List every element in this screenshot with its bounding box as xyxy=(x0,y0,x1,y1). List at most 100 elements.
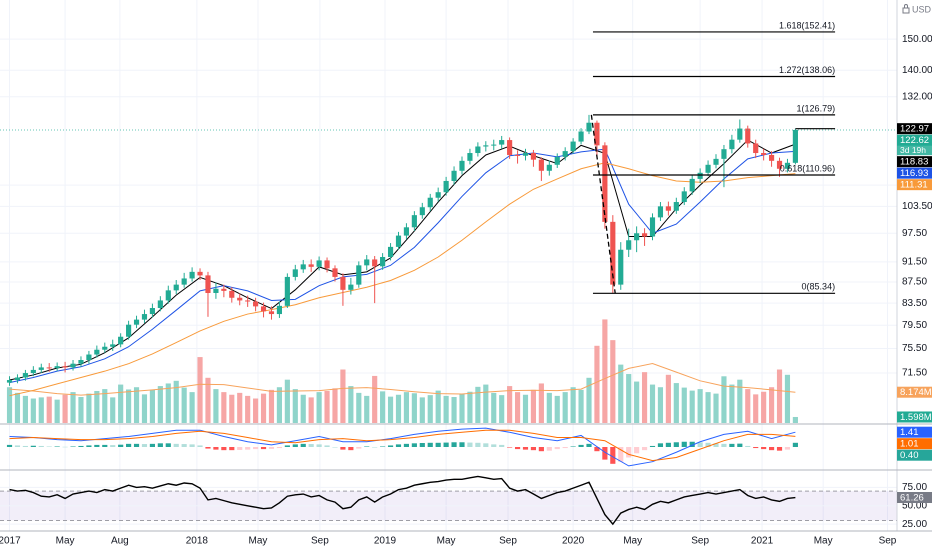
candle-body xyxy=(538,159,544,171)
macd-histogram-bar xyxy=(792,442,798,447)
macd-histogram-bar xyxy=(380,446,386,447)
macd-histogram-bar xyxy=(634,447,640,454)
volume-bar xyxy=(205,377,211,423)
candle-body xyxy=(578,131,584,142)
candle-body xyxy=(141,314,148,320)
y-tick-label: 150.00 xyxy=(902,34,932,45)
price-layer xyxy=(6,114,798,397)
macd-histogram-bar xyxy=(570,446,576,447)
candle-body xyxy=(705,164,711,173)
macd-histogram-bar xyxy=(768,447,775,451)
candle-body xyxy=(419,207,425,216)
macd-histogram-bar xyxy=(689,441,695,447)
countdown-label: 3d 19h xyxy=(900,145,926,155)
x-tick-label: May xyxy=(249,536,268,547)
axis-tag-label: 116.93 xyxy=(900,168,928,179)
x-tick-label: Sep xyxy=(879,536,897,547)
candle-body xyxy=(649,217,656,237)
candle-body xyxy=(570,141,576,152)
candle-body xyxy=(110,344,116,347)
macd-histogram-bar xyxy=(657,443,664,447)
candle-body xyxy=(451,170,457,181)
macd-histogram-bar xyxy=(126,443,132,447)
axis-tag xyxy=(897,167,932,179)
axis-tag-label: 118.83 xyxy=(900,157,928,168)
volume-bar xyxy=(459,393,465,423)
volume-ma-line xyxy=(9,362,796,396)
volume-bar xyxy=(514,392,521,423)
candle-body xyxy=(530,153,537,160)
volume-bar xyxy=(70,392,76,423)
y-tick-label: 83.50 xyxy=(902,298,927,309)
volume-bar xyxy=(387,396,394,423)
volume-bar xyxy=(729,384,735,423)
macd-histogram-bar xyxy=(443,442,449,447)
axis-tag-label: 61.26 xyxy=(900,493,924,504)
volume-bar xyxy=(467,391,473,423)
candle-body xyxy=(387,246,394,257)
candle-body xyxy=(554,156,560,165)
volume-bar xyxy=(86,393,92,423)
volume-bar xyxy=(308,397,314,423)
candle-body xyxy=(300,264,306,270)
volume-bar xyxy=(427,395,433,423)
candle-body xyxy=(610,221,616,285)
macd-histogram-bar xyxy=(340,447,346,450)
macd-histogram-bar xyxy=(260,447,267,450)
macd-histogram-bar xyxy=(435,442,441,447)
volume-bar xyxy=(475,386,481,423)
x-tick-label: 2018 xyxy=(186,536,209,547)
macd-histogram-bar xyxy=(6,444,13,447)
axis-tag-label: 8.174M xyxy=(900,387,932,398)
candle-body xyxy=(340,276,346,290)
x-tick-label: 2019 xyxy=(374,536,397,547)
candle-body xyxy=(253,301,259,307)
volume-bar xyxy=(586,377,592,423)
candle-body xyxy=(411,215,417,228)
volume-bar xyxy=(54,399,60,423)
candle-body xyxy=(372,259,378,267)
volume-bar xyxy=(380,391,386,423)
volume-bar xyxy=(14,392,21,423)
candle-body xyxy=(483,145,489,147)
candle-body xyxy=(316,260,322,267)
volume-bar xyxy=(141,394,148,423)
macd-histogram-bar xyxy=(784,447,791,450)
grid xyxy=(0,0,897,531)
volume-bar xyxy=(173,380,179,423)
volume-bar xyxy=(483,384,489,423)
volume-bar xyxy=(570,387,576,423)
macd-histogram-bar xyxy=(14,445,21,447)
macd-histogram-bar xyxy=(626,447,632,458)
volume-bar xyxy=(562,392,568,423)
axis-tag xyxy=(897,426,932,438)
macd-histogram-bar xyxy=(538,447,544,452)
x-tick-label: May xyxy=(56,536,75,547)
macd-histogram-bar xyxy=(475,442,481,447)
macd-histogram-bar xyxy=(411,443,417,447)
currency-label: USD xyxy=(912,4,932,14)
candle-body xyxy=(348,284,354,290)
macd-histogram-bar xyxy=(387,445,394,447)
lock-icon xyxy=(902,4,910,14)
axis-tag xyxy=(897,123,932,135)
candle-body xyxy=(792,129,798,163)
macd-histogram-bar xyxy=(22,445,28,447)
candle-body xyxy=(657,206,664,218)
candle-body xyxy=(626,240,632,250)
macd-histogram-bar xyxy=(514,447,521,450)
macd-histogram-bar xyxy=(62,446,68,448)
candle-body xyxy=(356,265,362,285)
volume-bar xyxy=(761,391,767,423)
volume-bar xyxy=(300,394,306,423)
x-tick-label: Sep xyxy=(311,536,329,547)
price-axis-background xyxy=(897,0,932,550)
volume-bar xyxy=(181,387,187,423)
volume-bar xyxy=(610,340,616,423)
macd-histogram-bar xyxy=(276,447,282,449)
x-tick-label: Aug xyxy=(111,536,129,547)
macd-histogram-bar xyxy=(697,442,703,447)
macd-histogram-bar xyxy=(562,447,568,449)
macd-histogram-bar xyxy=(753,447,759,449)
